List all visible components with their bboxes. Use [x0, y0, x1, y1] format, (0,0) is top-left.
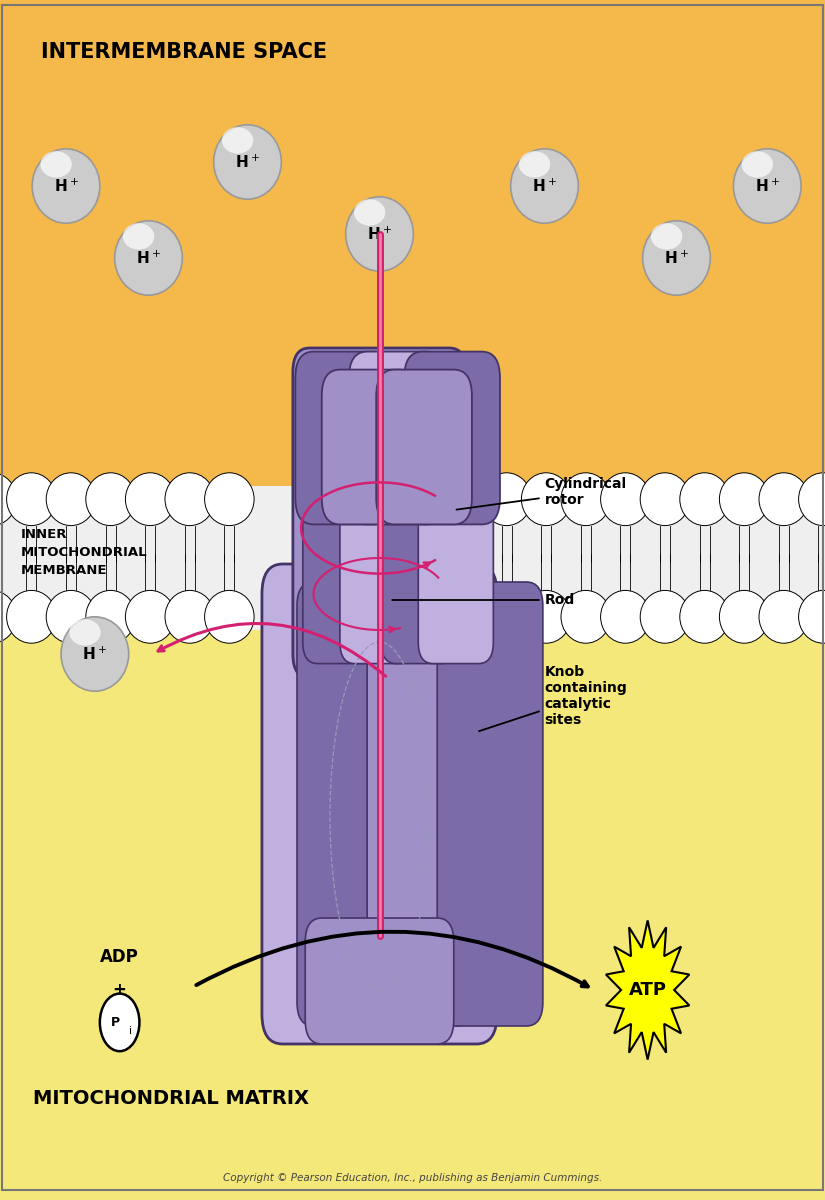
Ellipse shape — [601, 473, 650, 526]
Ellipse shape — [799, 473, 825, 526]
Ellipse shape — [561, 590, 610, 643]
Text: Cylindrical
rotor: Cylindrical rotor — [456, 476, 627, 510]
Text: $\mathbf{P}$: $\mathbf{P}$ — [111, 1016, 120, 1028]
Ellipse shape — [742, 151, 773, 178]
Text: H$^+$: H$^+$ — [136, 250, 161, 266]
FancyBboxPatch shape — [305, 918, 454, 1044]
Ellipse shape — [123, 223, 154, 250]
Ellipse shape — [46, 590, 96, 643]
Ellipse shape — [0, 590, 16, 643]
Ellipse shape — [7, 473, 56, 526]
Text: INNER
MITOCHONDRIAL
MEMBRANE: INNER MITOCHONDRIAL MEMBRANE — [21, 528, 147, 576]
Ellipse shape — [719, 473, 769, 526]
Ellipse shape — [214, 125, 281, 199]
Ellipse shape — [115, 221, 182, 295]
Circle shape — [100, 994, 139, 1051]
Text: Copyright © Pearson Education, Inc., publishing as Benjamin Cummings.: Copyright © Pearson Education, Inc., pub… — [223, 1174, 602, 1183]
Ellipse shape — [482, 473, 531, 526]
FancyBboxPatch shape — [339, 594, 421, 642]
FancyBboxPatch shape — [367, 582, 473, 1026]
Ellipse shape — [7, 590, 56, 643]
Ellipse shape — [125, 473, 175, 526]
Ellipse shape — [799, 590, 825, 643]
Ellipse shape — [346, 197, 413, 271]
Text: ATP: ATP — [629, 982, 667, 998]
Ellipse shape — [759, 473, 808, 526]
Bar — [0, 630, 825, 1200]
Text: INTERMEMBRANE SPACE: INTERMEMBRANE SPACE — [41, 42, 328, 62]
Ellipse shape — [205, 590, 254, 643]
Ellipse shape — [519, 151, 550, 178]
Ellipse shape — [125, 590, 175, 643]
Ellipse shape — [482, 590, 531, 643]
Ellipse shape — [86, 590, 135, 643]
FancyBboxPatch shape — [381, 392, 456, 664]
Text: MITOCHONDRIAL MATRIX: MITOCHONDRIAL MATRIX — [33, 1088, 309, 1108]
Ellipse shape — [205, 473, 254, 526]
Ellipse shape — [165, 473, 214, 526]
Ellipse shape — [354, 199, 385, 226]
Text: ADP: ADP — [101, 948, 139, 966]
Text: Rod: Rod — [392, 593, 575, 607]
FancyBboxPatch shape — [349, 352, 445, 524]
Ellipse shape — [759, 590, 808, 643]
FancyBboxPatch shape — [262, 564, 497, 1044]
Text: Knob
containing
catalytic
sites: Knob containing catalytic sites — [479, 665, 627, 731]
Text: H$^+$: H$^+$ — [755, 178, 780, 194]
FancyBboxPatch shape — [437, 582, 543, 1026]
Text: H$^+$: H$^+$ — [54, 178, 78, 194]
Ellipse shape — [32, 149, 100, 223]
Ellipse shape — [61, 617, 129, 691]
Ellipse shape — [86, 473, 135, 526]
FancyBboxPatch shape — [404, 352, 500, 524]
Ellipse shape — [601, 590, 650, 643]
Text: H$^+$: H$^+$ — [367, 226, 392, 242]
Ellipse shape — [46, 473, 96, 526]
Ellipse shape — [733, 149, 801, 223]
FancyBboxPatch shape — [303, 392, 378, 664]
Ellipse shape — [521, 473, 571, 526]
FancyBboxPatch shape — [376, 370, 472, 524]
Ellipse shape — [222, 127, 253, 154]
Text: +: + — [113, 982, 126, 998]
Ellipse shape — [165, 590, 214, 643]
Polygon shape — [606, 920, 690, 1060]
Ellipse shape — [511, 149, 578, 223]
Ellipse shape — [643, 221, 710, 295]
Ellipse shape — [69, 619, 101, 646]
Ellipse shape — [640, 473, 690, 526]
Text: H$^+$: H$^+$ — [664, 250, 689, 266]
FancyBboxPatch shape — [340, 392, 415, 664]
FancyBboxPatch shape — [293, 348, 466, 678]
Bar — [0, 486, 825, 630]
Ellipse shape — [561, 473, 610, 526]
Bar — [0, 0, 825, 486]
Ellipse shape — [521, 590, 571, 643]
Ellipse shape — [651, 223, 682, 250]
Ellipse shape — [0, 473, 16, 526]
Ellipse shape — [680, 590, 729, 643]
FancyBboxPatch shape — [297, 582, 403, 1026]
Ellipse shape — [719, 590, 769, 643]
Text: H$^+$: H$^+$ — [532, 178, 557, 194]
Text: i: i — [129, 1026, 132, 1036]
Text: H$^+$: H$^+$ — [82, 646, 107, 662]
FancyBboxPatch shape — [295, 352, 391, 524]
Text: H$^+$: H$^+$ — [235, 154, 260, 170]
Ellipse shape — [680, 473, 729, 526]
Ellipse shape — [640, 590, 690, 643]
Ellipse shape — [40, 151, 72, 178]
FancyBboxPatch shape — [322, 370, 417, 524]
FancyBboxPatch shape — [418, 392, 493, 664]
